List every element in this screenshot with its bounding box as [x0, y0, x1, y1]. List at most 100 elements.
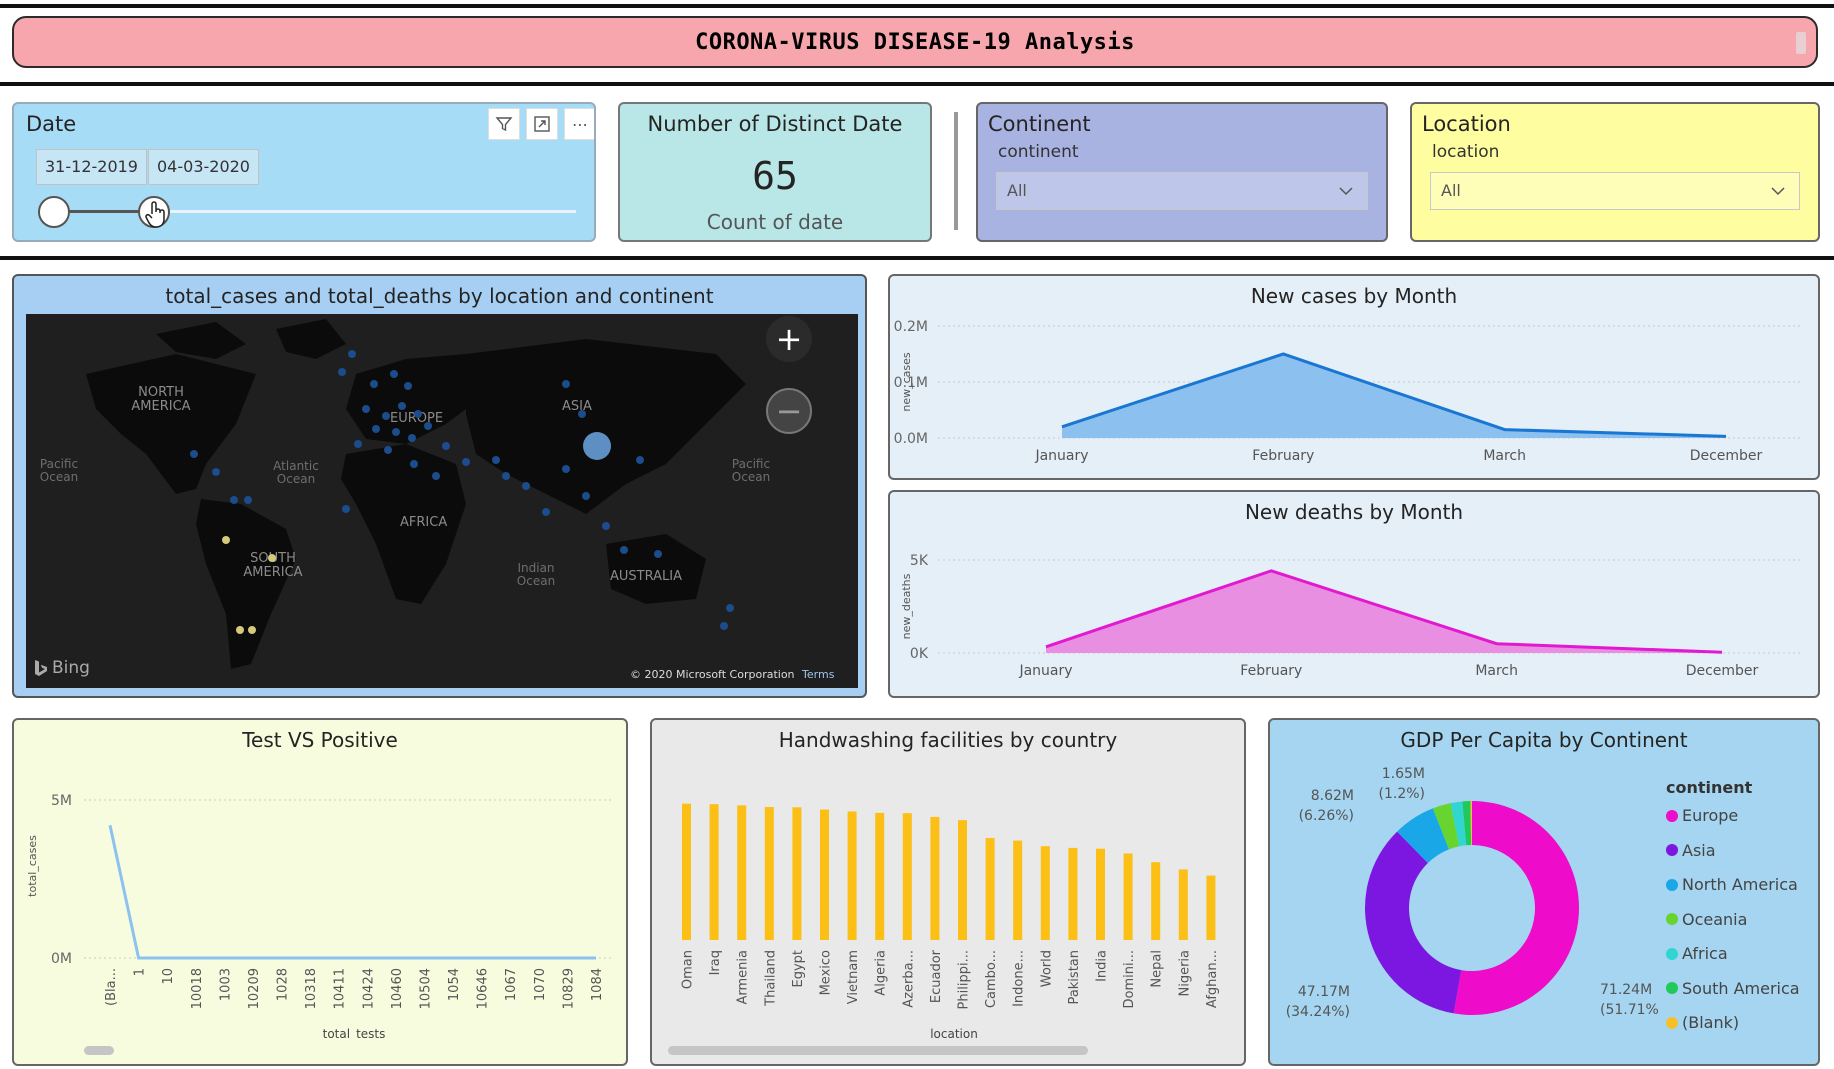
location-dropdown[interactable]: All — [1430, 172, 1800, 210]
x-tick-label: Philippi... — [957, 950, 972, 1009]
x-tick-label: Armenia — [736, 950, 751, 1005]
series-line — [1061, 352, 1727, 438]
section-rule — [0, 256, 1834, 260]
end-date-input[interactable]: 04-03-2020 — [148, 149, 259, 185]
bar — [682, 803, 691, 940]
x-tick-label: January — [1034, 448, 1088, 464]
x-tick-label: 1003 — [218, 968, 233, 1001]
series-area — [1062, 354, 1726, 438]
test-vs-positive-chart: Test VS Positive 0M 5M total_cases (Bla... 1… — [12, 718, 628, 1066]
data-label-percent: (6.26%) — [1299, 808, 1354, 824]
x-tick-label: Iraq — [708, 950, 723, 975]
legend-item[interactable]: Africa — [1666, 944, 1728, 963]
donut-slice — [1432, 803, 1460, 850]
x-tick-label: March — [1475, 663, 1518, 679]
data-label-percent: (34.24%) — [1286, 1004, 1350, 1020]
continent-field-label: continent — [998, 142, 1079, 162]
date-slider-range — [54, 210, 170, 213]
start-date-input[interactable]: 31-12-2019 — [36, 149, 147, 185]
continent-slicer-title: Continent — [988, 112, 1091, 136]
legend-swatch — [1666, 1016, 1678, 1029]
map-ocean-pacific-east: Pacific Ocean — [731, 457, 771, 484]
location-field-label: location — [1432, 142, 1500, 162]
x-axis-title: total_tests — [323, 1027, 386, 1040]
legend-item[interactable]: Oceania — [1666, 910, 1747, 929]
bar — [1013, 840, 1023, 940]
zoom-out-button[interactable]: − — [766, 388, 812, 434]
gdp-donut[interactable]: 71.24M (51.71%) 47.17M (34.24%) 8.62M (6.26%)… — [1270, 720, 1660, 1060]
test-vs-positive-plot[interactable]: 0M 5M total_cases (Bla... 1 10 10018 1003 10209 1… — [14, 720, 626, 1040]
new-deaths-title: New deaths by Month — [1244, 500, 1464, 524]
bar — [875, 812, 885, 940]
legend-label: North America — [1682, 875, 1798, 894]
map-copyright: © 2020 Microsoft Corporation Terms — [630, 668, 834, 681]
gdp-legend-title: continent — [1666, 778, 1753, 797]
x-tick-label: 1067 — [504, 968, 519, 1001]
legend-item[interactable]: North America — [1666, 875, 1798, 894]
x-tick-label: Nepal — [1150, 950, 1165, 988]
legend-item[interactable]: (Blank) — [1666, 1013, 1739, 1032]
legend-swatch — [1666, 844, 1678, 856]
bing-icon — [35, 660, 47, 676]
x-tick-label: 10411 — [333, 968, 348, 1009]
map-canvas[interactable]: NORTH AMERICA EUROPE ASIA AFRICA SOUTH A… — [26, 314, 858, 688]
dashboard-title: CORONA-VIRUS DISEASE-19 Analysis — [695, 29, 1135, 55]
world-landmass — [86, 319, 746, 669]
terms-link[interactable]: Terms — [802, 668, 835, 681]
zoom-in-button[interactable]: + — [766, 316, 812, 362]
filter-icon[interactable] — [488, 108, 520, 140]
x-tick-label: Egypt — [791, 950, 806, 988]
map-ocean-indian: Indian Ocean — [516, 561, 556, 588]
chevron-down-icon — [1337, 173, 1355, 222]
data-label-value: 1.65M — [1382, 766, 1425, 782]
x-tick-label: Thailand — [763, 950, 778, 1007]
resize-handle[interactable] — [1796, 32, 1806, 54]
hand-cursor-icon — [145, 201, 165, 228]
x-tick-label: 1084 — [590, 968, 605, 1001]
x-tick-label: February — [1252, 448, 1314, 464]
legend-swatch — [1666, 982, 1678, 994]
x-scrollbar[interactable] — [84, 1046, 114, 1055]
bar — [847, 811, 857, 940]
legend-item[interactable]: Asia — [1666, 841, 1716, 860]
data-label-value: 71.24M — [1600, 982, 1652, 998]
x-tick-label: India — [1095, 950, 1110, 982]
x-tick-label: Mexico — [819, 950, 834, 995]
x-axis-title: location — [930, 1027, 978, 1040]
legend-item[interactable]: Europe — [1666, 806, 1738, 825]
map-bubbles — [190, 350, 734, 634]
x-tick-label: 10424 — [361, 968, 376, 1009]
date-slider-track[interactable] — [54, 210, 576, 213]
legend-label: (Blank) — [1682, 1013, 1740, 1032]
donut-slice — [1397, 808, 1449, 864]
x-tick-label: Pakistan — [1067, 950, 1082, 1004]
x-tick-label: Domini... — [1122, 950, 1137, 1009]
date-slicer[interactable]: Date ⋯ 31-12-2019 04-03-2020 — [12, 102, 596, 242]
map-visual: total_cases and total_deaths by location… — [12, 274, 867, 698]
x-tick-label: Indone... — [1012, 950, 1027, 1007]
bar — [1206, 875, 1216, 940]
y-tick-label: 0.2M — [894, 319, 928, 335]
map-label-asia: ASIA — [562, 399, 592, 414]
date-slider-start-handle[interactable] — [38, 196, 70, 228]
legend-item[interactable]: South America — [1666, 979, 1800, 998]
legend-swatch — [1666, 913, 1678, 925]
more-options-icon[interactable]: ⋯ — [564, 108, 594, 140]
x-scrollbar[interactable] — [668, 1046, 1088, 1055]
handwashing-chart: Handwashing facilities by country Oman Ir… — [650, 718, 1246, 1066]
bar — [1040, 846, 1050, 940]
new-deaths-plot[interactable]: 0K 5K new_deaths January February March Decemb… — [890, 492, 1818, 696]
focus-mode-icon[interactable] — [526, 108, 558, 140]
new-cases-title: New cases by Month — [1250, 284, 1458, 308]
x-tick-label: 10 — [161, 968, 176, 985]
bar — [930, 816, 940, 940]
location-dropdown-value: All — [1441, 181, 1461, 200]
map-ocean-pacific-west: Pacific Ocean — [39, 457, 79, 484]
new-cases-plot[interactable]: 0.0M 0.1M 0.2M new_cases January February Marc… — [890, 276, 1818, 478]
donut-slice — [1462, 801, 1472, 846]
handwashing-plot[interactable]: Oman Iraq Armenia Thailand Egypt Mexico Vietna… — [652, 720, 1244, 1040]
donut-slice — [1450, 801, 1467, 847]
continent-dropdown[interactable]: All — [996, 172, 1368, 210]
legend-label: South America — [1682, 978, 1800, 998]
bing-text: Bing — [52, 658, 90, 678]
